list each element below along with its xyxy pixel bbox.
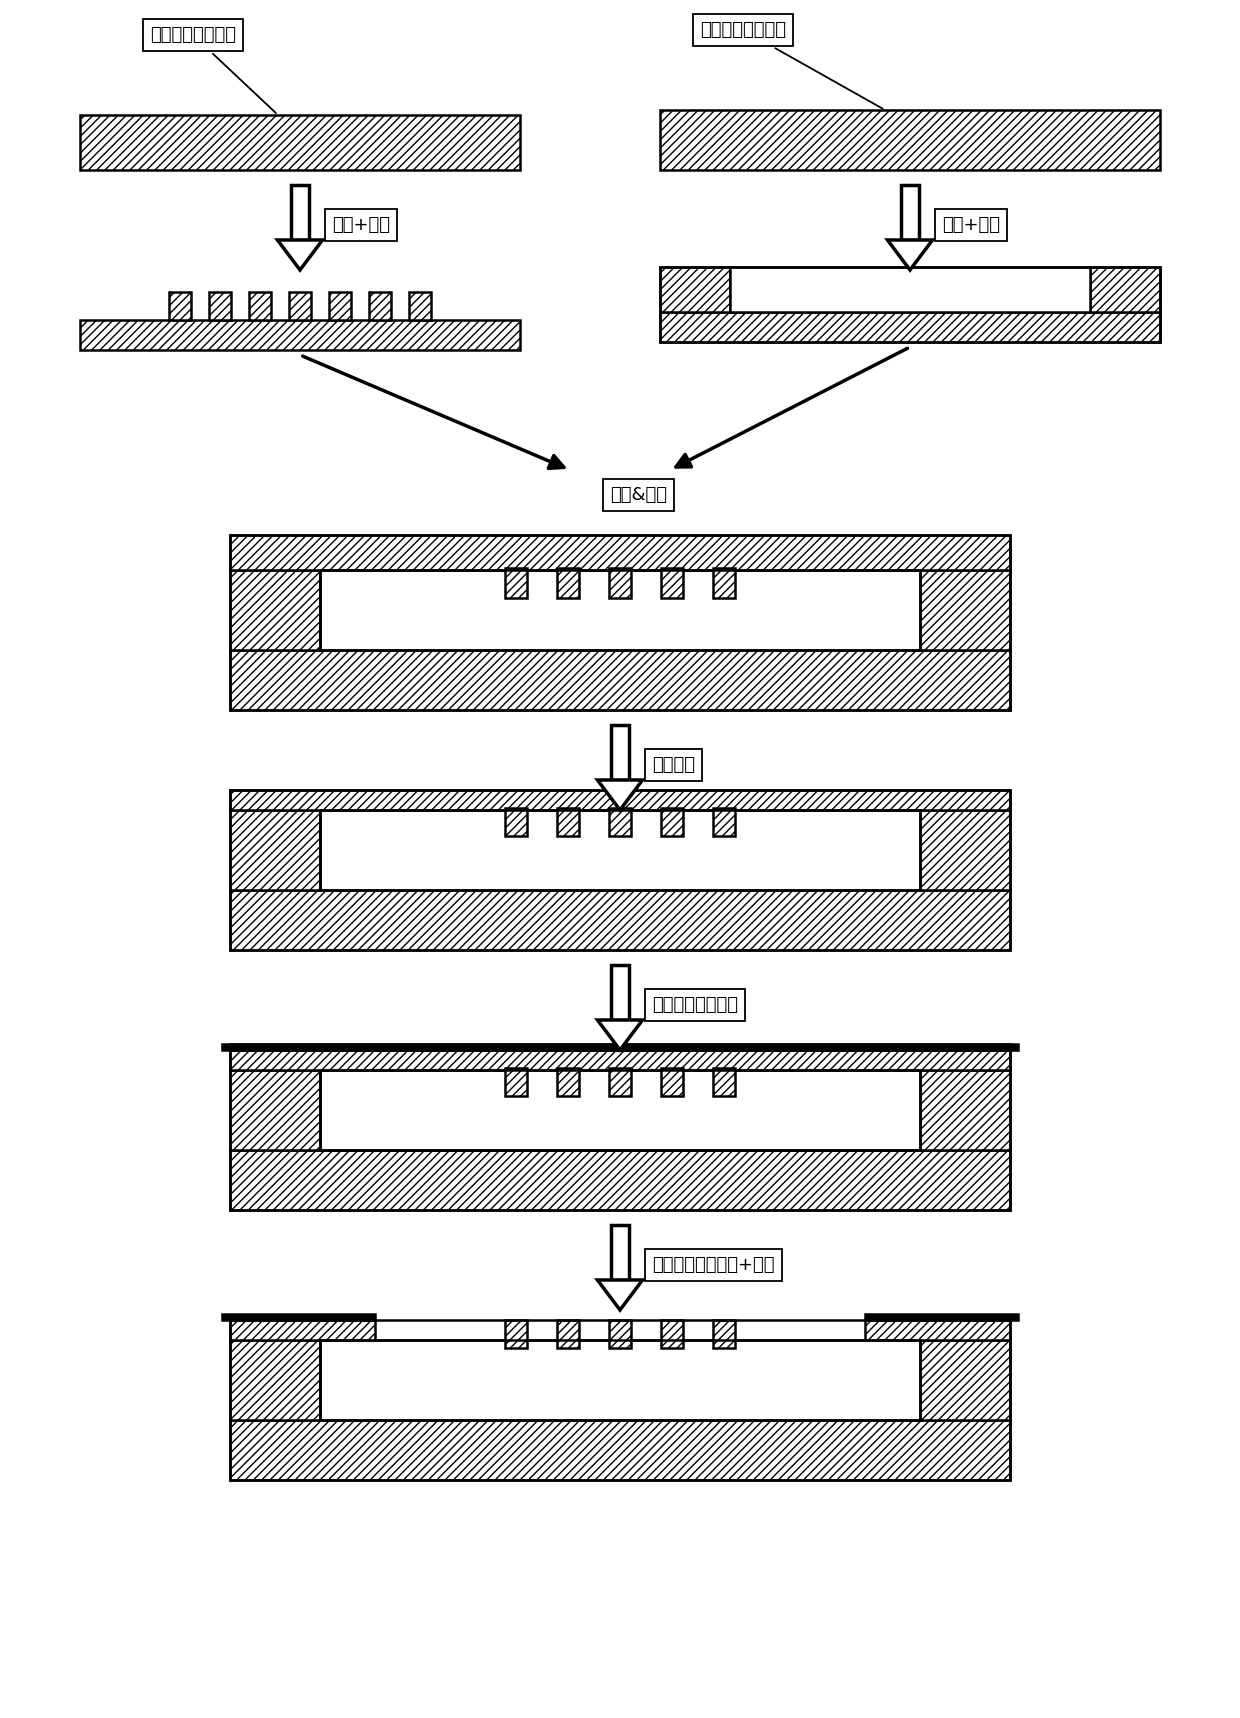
Text: 光刻+刻蚀: 光刻+刻蚀 xyxy=(942,216,999,234)
Text: 光刻+刻蚀: 光刻+刻蚀 xyxy=(332,216,391,234)
Bar xyxy=(505,1319,527,1349)
Text: 器件层结构的光刻+刻蚀: 器件层结构的光刻+刻蚀 xyxy=(652,1256,775,1275)
Bar xyxy=(320,570,920,649)
Bar xyxy=(557,569,579,598)
Bar xyxy=(320,1070,920,1149)
Bar xyxy=(920,809,1011,890)
Bar xyxy=(713,1069,735,1096)
Bar xyxy=(320,809,920,890)
Bar xyxy=(320,1340,920,1421)
Bar xyxy=(611,966,629,1020)
Bar xyxy=(1090,266,1159,313)
Bar xyxy=(229,1319,1011,1479)
Bar xyxy=(505,807,527,837)
Bar xyxy=(81,320,520,350)
Bar xyxy=(210,292,231,320)
Bar xyxy=(557,807,579,837)
Bar xyxy=(222,1045,1018,1050)
Bar xyxy=(660,313,1159,342)
Bar xyxy=(291,186,309,241)
Bar xyxy=(229,1070,320,1149)
Bar xyxy=(713,1319,735,1349)
Bar xyxy=(713,569,735,598)
Text: 氧化&键合: 氧化&键合 xyxy=(610,486,667,503)
Bar xyxy=(229,790,1011,950)
Polygon shape xyxy=(598,780,642,809)
Bar xyxy=(505,1069,527,1096)
Bar xyxy=(609,569,631,598)
Bar xyxy=(609,1069,631,1096)
Bar xyxy=(229,1340,320,1421)
Bar xyxy=(229,1149,1011,1209)
Bar xyxy=(660,266,730,313)
Bar xyxy=(222,1314,374,1319)
Bar xyxy=(866,1319,1011,1340)
Bar xyxy=(229,890,1011,950)
Bar xyxy=(730,266,1090,313)
Bar xyxy=(229,1319,374,1340)
Bar xyxy=(229,534,1011,710)
Bar xyxy=(320,809,920,890)
Bar xyxy=(169,292,191,320)
Bar xyxy=(920,1340,1011,1421)
Bar xyxy=(229,1050,1011,1209)
Bar xyxy=(660,266,1159,342)
Bar xyxy=(229,790,1011,809)
Bar xyxy=(320,1070,920,1149)
Text: 金属沉积及图形化: 金属沉积及图形化 xyxy=(652,996,738,1014)
Bar xyxy=(229,1050,1011,1070)
Bar xyxy=(661,807,683,837)
Bar xyxy=(329,292,351,320)
Bar xyxy=(920,1070,1011,1149)
Bar xyxy=(713,807,735,837)
Bar xyxy=(370,292,391,320)
Bar xyxy=(557,1319,579,1349)
Polygon shape xyxy=(278,241,322,270)
Bar xyxy=(229,534,1011,570)
Bar xyxy=(229,649,1011,710)
Bar xyxy=(609,1319,631,1349)
Bar xyxy=(557,1069,579,1096)
Bar xyxy=(505,569,527,598)
Bar xyxy=(320,570,920,649)
Bar xyxy=(229,1045,1011,1050)
Bar xyxy=(611,1225,629,1280)
Bar xyxy=(409,292,432,320)
Bar xyxy=(660,110,1159,170)
Text: 第二双面抛光硅片: 第二双面抛光硅片 xyxy=(701,21,883,108)
Polygon shape xyxy=(598,1280,642,1311)
Bar xyxy=(611,725,629,780)
Bar xyxy=(920,570,1011,649)
Polygon shape xyxy=(598,1020,642,1050)
Bar xyxy=(289,292,311,320)
Bar xyxy=(229,570,320,649)
Bar xyxy=(901,186,919,241)
Bar xyxy=(81,115,520,170)
Polygon shape xyxy=(888,241,932,270)
Text: 第一双面抛光硅片: 第一双面抛光硅片 xyxy=(150,26,277,113)
Bar xyxy=(661,569,683,598)
Bar xyxy=(229,1421,1011,1479)
Bar xyxy=(320,1340,920,1421)
Bar xyxy=(661,1069,683,1096)
Text: 减薄抛光: 减薄抛光 xyxy=(652,756,694,775)
Bar xyxy=(609,807,631,837)
Bar xyxy=(249,292,272,320)
Bar xyxy=(866,1314,1018,1319)
Bar xyxy=(661,1319,683,1349)
Bar xyxy=(229,809,320,890)
